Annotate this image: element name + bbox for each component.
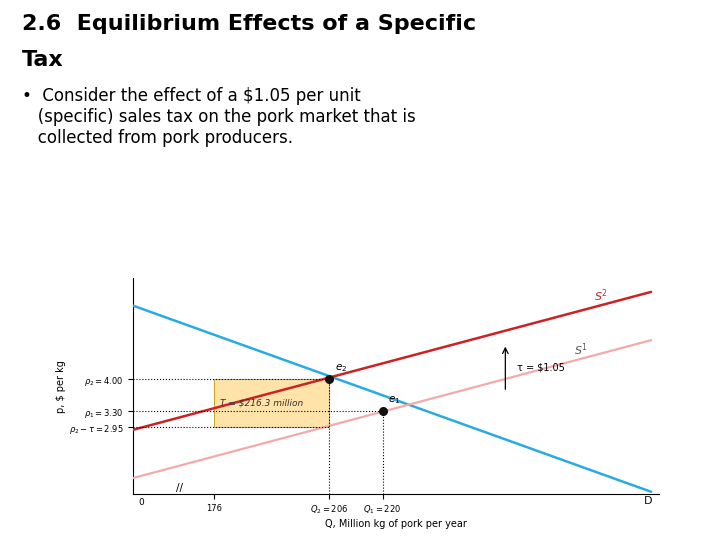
Text: $e_2$: $e_2$ — [335, 362, 347, 374]
Text: Tax: Tax — [22, 50, 63, 70]
X-axis label: Q, Million kg of pork per year: Q, Million kg of pork per year — [325, 519, 467, 529]
Y-axis label: p, $ per kg: p, $ per kg — [56, 360, 66, 413]
Text: //: // — [176, 483, 183, 493]
Text: (specific) sales tax on the pork market that is: (specific) sales tax on the pork market … — [22, 108, 415, 126]
Text: 2-28: 2-28 — [693, 523, 713, 531]
Text: $S^2$: $S^2$ — [593, 287, 608, 303]
Text: 0: 0 — [138, 498, 144, 507]
Text: •  Consider the effect of a $1.05 per unit: • Consider the effect of a $1.05 per uni… — [22, 87, 360, 105]
Text: 2.6  Equilibrium Effects of a Specific: 2.6 Equilibrium Effects of a Specific — [22, 14, 476, 33]
Text: T = $216.3 million: T = $216.3 million — [220, 399, 303, 408]
Text: Copyright ©2014 Pearson Education, Inc. All rights reserved.: Copyright ©2014 Pearson Education, Inc. … — [7, 523, 264, 531]
Text: τ = $1.05: τ = $1.05 — [517, 363, 564, 373]
Text: $S^1$: $S^1$ — [575, 342, 588, 358]
Text: D: D — [644, 496, 652, 507]
Bar — [214, 379, 329, 428]
Text: $e_1$: $e_1$ — [388, 394, 401, 406]
Text: collected from pork producers.: collected from pork producers. — [22, 129, 292, 146]
